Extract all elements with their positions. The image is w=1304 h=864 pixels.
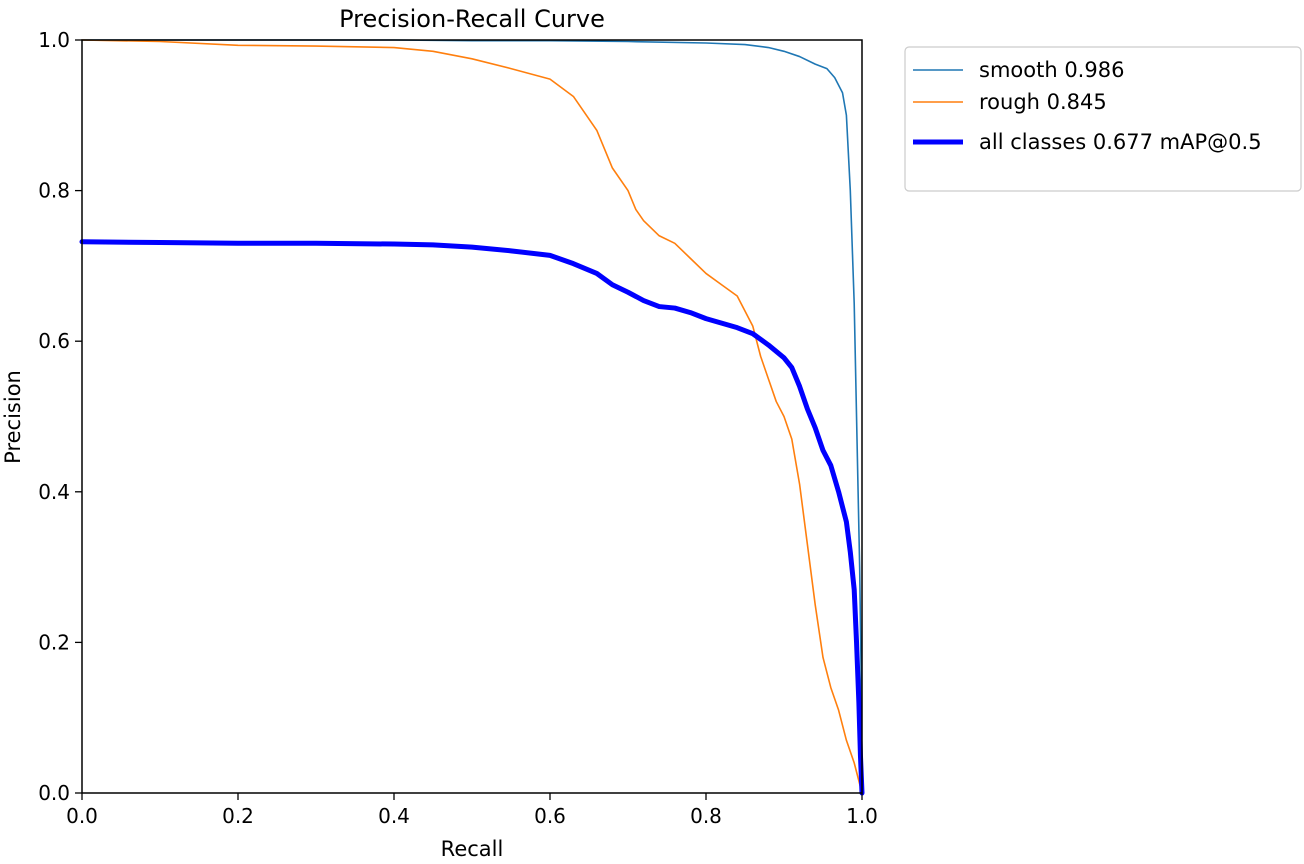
y-tick-label: 0.6 bbox=[38, 329, 70, 353]
x-tick-label: 0.2 bbox=[222, 804, 254, 828]
x-tick-label: 0.8 bbox=[690, 804, 722, 828]
x-tick-label: 0.0 bbox=[66, 804, 98, 828]
y-tick-label: 0.8 bbox=[38, 179, 70, 203]
x-tick-label: 1.0 bbox=[846, 804, 878, 828]
x-tick-label: 0.4 bbox=[378, 804, 410, 828]
y-tick-label: 0.2 bbox=[38, 630, 70, 654]
x-axis-label: Recall bbox=[441, 837, 504, 861]
series-line-rough bbox=[81, 39, 863, 794]
y-tick-label: 0.4 bbox=[38, 480, 70, 504]
chart-title: Precision-Recall Curve bbox=[339, 5, 605, 33]
legend-label-all: all classes 0.677 mAP@0.5 bbox=[979, 130, 1262, 154]
plot-frame bbox=[81, 39, 863, 794]
y-axis-label: Precision bbox=[1, 370, 25, 464]
x-tick-label: 0.6 bbox=[534, 804, 566, 828]
legend-label-smooth: smooth 0.986 bbox=[979, 58, 1124, 82]
y-tick-label: 0.0 bbox=[38, 781, 70, 805]
series-line-smooth bbox=[81, 39, 863, 794]
y-tick-label: 1.0 bbox=[38, 28, 70, 52]
legend-label-rough: rough 0.845 bbox=[979, 90, 1107, 114]
legend-box bbox=[904, 46, 1302, 192]
series-line-all bbox=[79, 239, 865, 796]
legend-entries: smooth 0.986 rough 0.845 all classes 0.677… bbox=[913, 58, 1262, 154]
series-layer bbox=[79, 39, 865, 796]
plot-area bbox=[79, 39, 865, 796]
x-axis-ticks: 0.0 0.2 0.4 0.6 0.8 1.0 bbox=[66, 793, 878, 828]
y-axis-ticks: 0.0 0.2 0.4 0.6 0.8 1.0 bbox=[38, 28, 82, 805]
legend: smooth 0.986 rough 0.845 all classes 0.677… bbox=[904, 46, 1302, 192]
